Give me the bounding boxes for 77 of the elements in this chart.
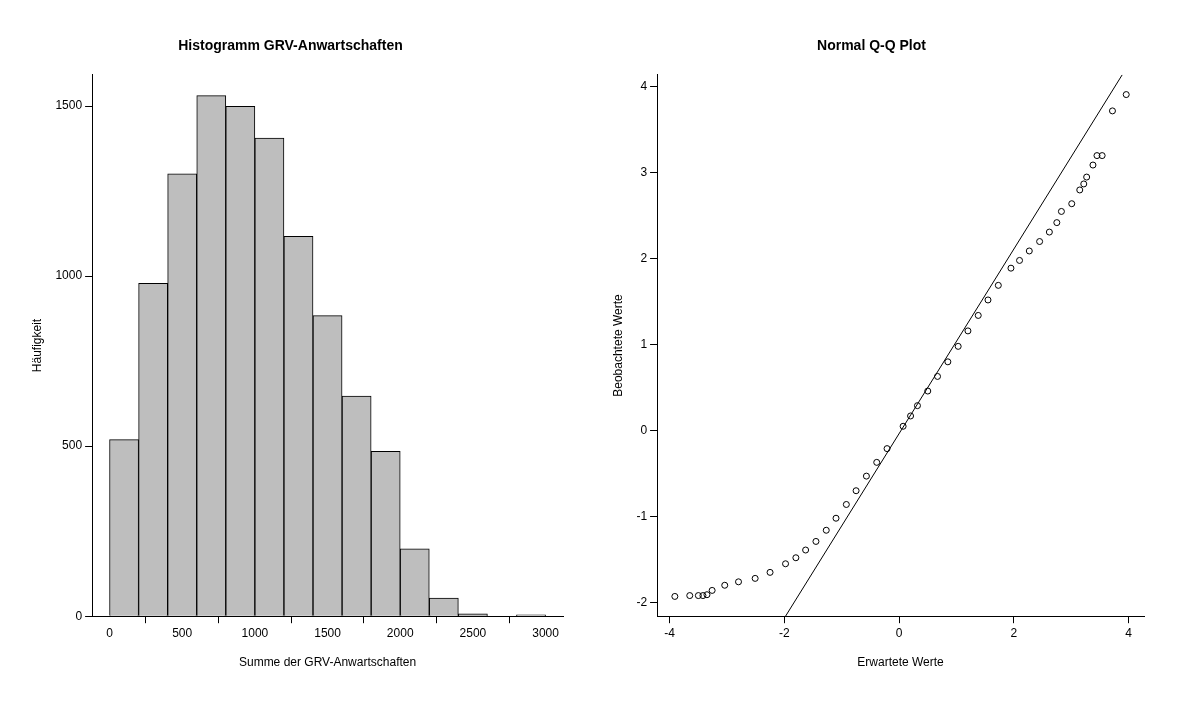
- point: [708, 586, 716, 594]
- point: [924, 387, 932, 395]
- point: [735, 578, 743, 586]
- point: [703, 591, 711, 599]
- point: [694, 592, 702, 600]
- point: [1108, 107, 1116, 115]
- point: [832, 514, 840, 522]
- point: [822, 526, 830, 534]
- x-axis-title: Summe der GRV-Anwartschaften: [238, 655, 417, 670]
- x-tick-label: 3000: [532, 625, 560, 640]
- point: [1007, 264, 1015, 272]
- x-tick-label: 4: [1125, 625, 1133, 640]
- y-tick-label: 2: [640, 251, 648, 266]
- y-tick-label: 500: [62, 438, 83, 453]
- x-tick-label: 2: [1010, 625, 1018, 640]
- point: [954, 342, 962, 350]
- point: [1068, 200, 1076, 208]
- y-tick-label: 3: [640, 165, 648, 180]
- y-tick-label: -2: [636, 594, 648, 609]
- x-tick-label: 1500: [314, 625, 342, 640]
- point: [984, 296, 992, 304]
- point: [812, 537, 820, 545]
- point: [1053, 219, 1061, 227]
- point: [1083, 173, 1091, 181]
- x-tick-label: 2500: [459, 625, 487, 640]
- point: [944, 358, 952, 366]
- point: [974, 311, 982, 319]
- point: [782, 560, 790, 568]
- point: [1080, 180, 1088, 188]
- point: [964, 327, 972, 335]
- x-tick-label: -2: [779, 625, 791, 640]
- point: [766, 568, 774, 576]
- chart-title: Histogramm GRV-Anwartschaften: [178, 37, 403, 54]
- x-tick-label: 2000: [386, 625, 414, 640]
- y-tick-label: 1: [640, 336, 648, 351]
- y-tick-label: 1000: [55, 268, 83, 283]
- x-tick-label: 500: [172, 625, 193, 640]
- point: [721, 581, 729, 589]
- chart-title: Normal Q-Q Plot: [817, 37, 927, 54]
- y-axis-title: Häufigkeit: [29, 318, 44, 373]
- point: [852, 487, 860, 495]
- point: [1016, 256, 1024, 264]
- y-tick-label: 0: [640, 422, 648, 437]
- point: [907, 412, 915, 420]
- x-tick-label: -4: [664, 625, 676, 640]
- x-tick-label: 1000: [241, 625, 269, 640]
- point: [934, 372, 942, 380]
- point: [686, 592, 694, 600]
- y-tick-label: 4: [640, 79, 648, 94]
- x-axis-title: Erwartete Werte: [857, 655, 945, 670]
- y-tick-label: -1: [636, 508, 648, 523]
- point: [1045, 228, 1053, 236]
- x-tick-label: 0: [895, 625, 903, 640]
- point: [699, 592, 707, 600]
- point: [1076, 186, 1084, 194]
- point: [873, 458, 881, 466]
- point: [862, 472, 870, 480]
- point: [913, 402, 921, 410]
- y-tick-label: 0: [75, 608, 83, 623]
- point: [1122, 91, 1130, 99]
- point: [883, 445, 891, 453]
- point: [751, 574, 759, 582]
- point: [792, 554, 800, 562]
- point: [1089, 161, 1097, 169]
- x-tick-label: 0: [106, 625, 114, 640]
- point: [1093, 152, 1101, 160]
- point: [1025, 247, 1033, 255]
- y-axis-title: Beobachtete Werte: [610, 293, 625, 397]
- y-tick-label: 1500: [55, 98, 83, 113]
- point: [1057, 207, 1065, 215]
- point: [671, 592, 679, 600]
- point: [842, 500, 850, 508]
- point: [994, 281, 1002, 289]
- point: [899, 422, 907, 430]
- point: [802, 546, 810, 554]
- point: [1036, 238, 1044, 246]
- point: [1098, 152, 1106, 160]
